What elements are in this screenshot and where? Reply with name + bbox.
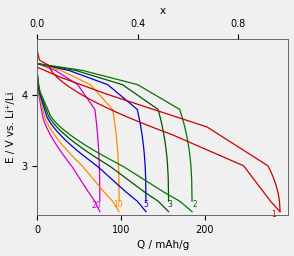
Text: 5: 5	[143, 200, 148, 209]
X-axis label: Q / mAh/g: Q / mAh/g	[137, 240, 189, 250]
Text: 3: 3	[167, 200, 172, 209]
X-axis label: x: x	[160, 6, 166, 16]
Y-axis label: E / V vs. Li⁺/Li: E / V vs. Li⁺/Li	[6, 91, 16, 163]
Text: 10: 10	[113, 200, 123, 209]
Text: 1: 1	[271, 209, 276, 219]
Text: 2: 2	[192, 200, 197, 209]
Text: 20: 20	[92, 201, 101, 210]
